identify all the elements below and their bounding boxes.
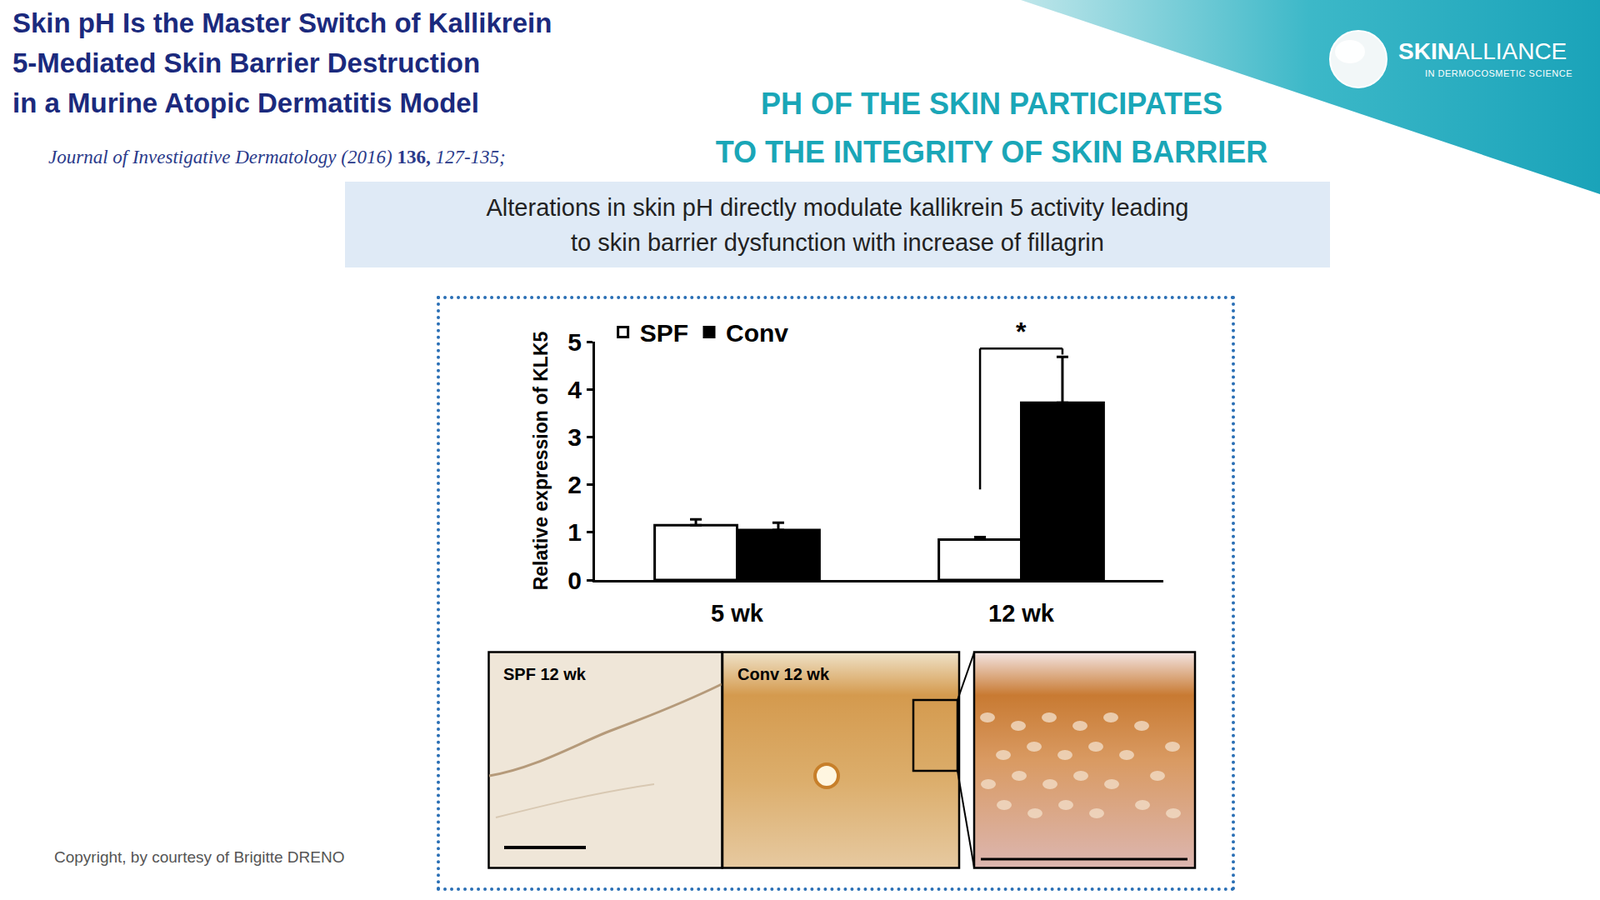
html-text:IN DERMOCOSMETIC SCIENCE: IN DERMOCOSMETIC SCIENCE (1425, 68, 1573, 79)
html-text:Skin pH Is the Master Switch o: Skin pH Is the Master Switch of Kallikre… (12, 7, 552, 39)
svg-text:0: 0 (567, 566, 582, 595)
svg-text:5 wk: 5 wk (710, 600, 765, 627)
svg-text:Conv 12 wk: Conv 12 wk (737, 665, 830, 684)
svg-text:Conv: Conv (725, 319, 789, 347)
svg-text:4: 4 (567, 375, 582, 404)
html-text:to skin barrier dysfunction wi: to skin barrier dysfunction with increas… (570, 228, 1105, 256)
svg-text:3: 3 (567, 423, 582, 451)
svg-text:*: * (1015, 316, 1027, 347)
html-text:Copyright, by courtesy of Brig: Copyright, by courtesy of Brigitte DRENO (54, 848, 345, 866)
html-text:TO THE INTEGRITY OF SKIN BARRI: TO THE INTEGRITY OF SKIN BARRIER (715, 135, 1268, 170)
svg-text:Relative expression of KLK5: Relative expression of KLK5 (530, 330, 552, 590)
svg-text:2: 2 (567, 470, 582, 499)
html-text:PH OF THE SKIN PARTICIPATES: PH OF THE SKIN PARTICIPATES (760, 86, 1223, 121)
svg-text:1: 1 (567, 518, 582, 546)
html-text:Journal of Investigative Derma: Journal of Investigative Dermatology (20… (48, 146, 506, 168)
svg-text:5: 5 (567, 328, 582, 356)
html-text:in a Murine Atopic Dermatitis: in a Murine Atopic Dermatitis Model (12, 87, 479, 119)
svg-text:SPF: SPF (640, 319, 689, 347)
html-text:5-Mediated Skin Barrier Destru: 5-Mediated Skin Barrier Destruction (12, 47, 481, 79)
html-text:Alterations in skin pH directl: Alterations in skin pH directly modulate… (486, 193, 1189, 221)
svg-text:SPF 12 wk: SPF 12 wk (503, 665, 587, 684)
svg-text:12 wk: 12 wk (988, 600, 1055, 627)
html-text:SKIN ALLIANCE: SKIN ALLIANCE (1398, 38, 1567, 65)
